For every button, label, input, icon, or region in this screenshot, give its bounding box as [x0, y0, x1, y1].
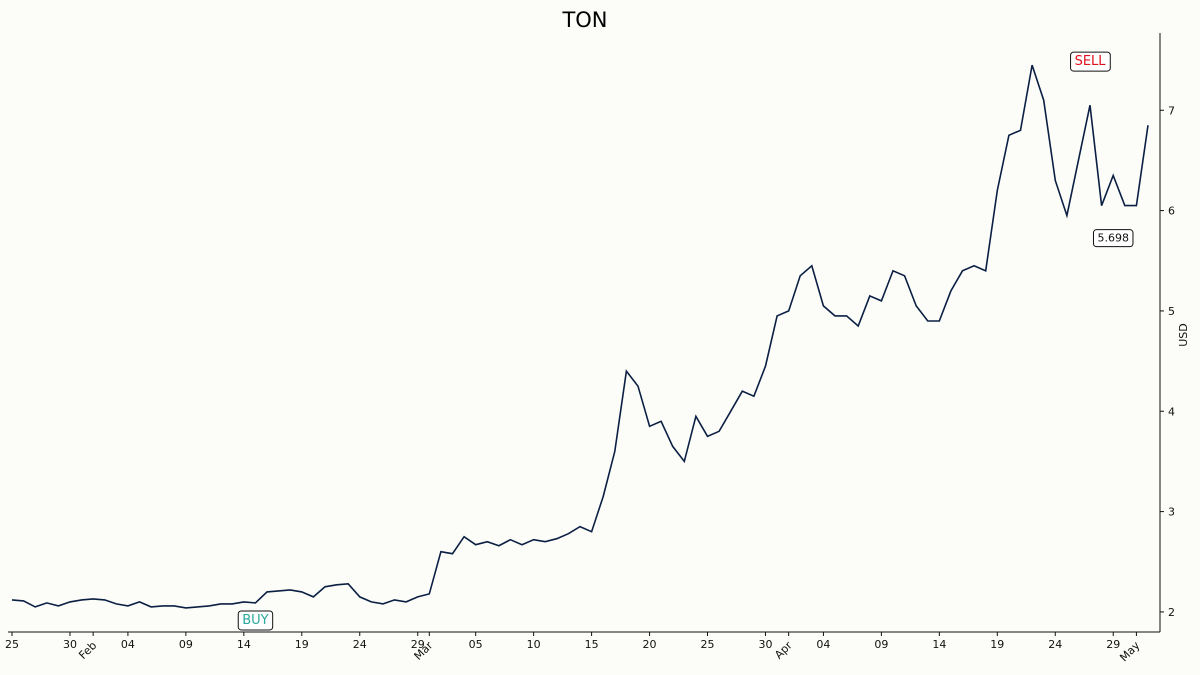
axes — [8, 33, 1161, 633]
annotation-label: BUY — [242, 613, 268, 628]
annotation-label: 5.698 — [1097, 232, 1129, 245]
x-tick-label: May — [1117, 639, 1143, 665]
y-tick-label: 6 — [1168, 205, 1175, 218]
annotation-label: SELL — [1075, 54, 1107, 69]
y-tick-label: 7 — [1168, 104, 1175, 117]
annotations: BUY SELL 5.698 — [237, 51, 1134, 631]
x-tick-label: 29 — [1106, 638, 1120, 651]
x-tick-label: Feb — [76, 639, 99, 662]
y-axis-label: USD — [1177, 323, 1190, 347]
y-tick-label: 4 — [1168, 405, 1175, 418]
y-tick-label: 3 — [1168, 506, 1175, 519]
x-tick-label: 09 — [874, 638, 888, 651]
annotation-buy: BUY — [237, 610, 274, 631]
annotation-sell: SELL — [1070, 51, 1111, 72]
x-tick-label: 30 — [63, 638, 77, 651]
x-tick-label: 14 — [237, 638, 251, 651]
x-tick-label: 24 — [1048, 638, 1062, 651]
x-tick-label: 20 — [643, 638, 657, 651]
x-tick-label: Apr — [772, 639, 795, 662]
x-tick-label: 10 — [527, 638, 541, 651]
x-tick-label: 25 — [701, 638, 715, 651]
x-tick-label: 09 — [179, 638, 193, 651]
x-tick-label: 24 — [353, 638, 367, 651]
chart-title: TON — [561, 8, 607, 32]
x-tick-label: 04 — [816, 638, 830, 651]
annotation-last-price: 5.698 — [1092, 229, 1134, 248]
x-tick-label: 04 — [121, 638, 135, 651]
y-axis-ticks: 2 3 4 5 6 7 — [1160, 104, 1175, 619]
x-tick-label: 19 — [295, 638, 309, 651]
x-tick-label: 15 — [585, 638, 599, 651]
x-tick-label: 19 — [990, 638, 1004, 651]
x-tick-label: 29 — [411, 638, 425, 651]
x-tick-label: 25 — [5, 638, 19, 651]
x-tick-label: 14 — [932, 638, 946, 651]
y-tick-label: 5 — [1168, 305, 1175, 318]
x-tick-label: 30 — [758, 638, 772, 651]
price-line-series — [11, 64, 1149, 609]
y-tick-label: 2 — [1168, 606, 1175, 619]
x-tick-label: 05 — [469, 638, 483, 651]
